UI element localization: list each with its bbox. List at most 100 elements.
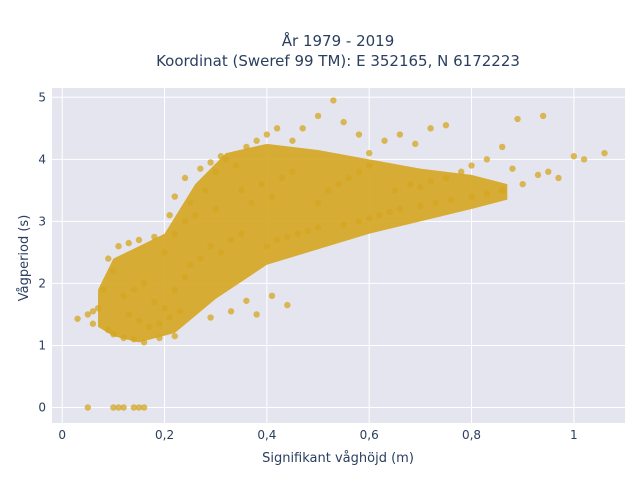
data-point xyxy=(299,125,306,132)
data-point xyxy=(74,315,81,322)
data-point xyxy=(120,334,127,342)
y-tick-label: 4 xyxy=(38,152,46,166)
data-point xyxy=(253,137,260,144)
data-point xyxy=(146,323,153,331)
data-point xyxy=(243,143,250,151)
data-point xyxy=(468,193,475,200)
data-point xyxy=(156,334,163,342)
y-tick-labels: 0 1 2 3 4 5 xyxy=(38,90,46,414)
data-point xyxy=(519,180,526,188)
data-point xyxy=(181,174,189,182)
data-point xyxy=(192,211,199,219)
data-point xyxy=(197,255,204,262)
data-point xyxy=(238,230,245,237)
data-point xyxy=(115,242,122,250)
data-point xyxy=(186,199,194,206)
x-tick-labels: 0 0,2 0,4 0,6 0,8 1 xyxy=(58,428,577,442)
data-point xyxy=(417,184,424,191)
data-point xyxy=(355,131,363,138)
data-point xyxy=(135,404,143,411)
data-point xyxy=(166,211,173,219)
data-point xyxy=(125,239,132,247)
data-point xyxy=(140,280,148,287)
data-point xyxy=(110,404,117,411)
data-point xyxy=(120,292,127,300)
data-point xyxy=(325,187,332,194)
data-point xyxy=(171,230,178,237)
data-point xyxy=(207,314,214,321)
data-point xyxy=(120,404,127,411)
data-point xyxy=(304,227,312,234)
y-tick-label: 0 xyxy=(38,400,46,414)
data-point xyxy=(447,196,455,203)
data-point xyxy=(601,149,608,157)
data-point xyxy=(545,168,552,175)
data-point xyxy=(171,193,178,200)
data-point xyxy=(509,165,516,172)
data-point xyxy=(115,404,122,411)
data-point xyxy=(207,242,214,250)
data-point xyxy=(151,233,158,241)
data-point xyxy=(279,174,286,182)
data-point xyxy=(99,286,107,293)
data-point xyxy=(186,261,194,269)
data-point xyxy=(181,218,189,225)
data-point xyxy=(335,180,342,188)
data-point xyxy=(514,115,521,123)
data-point xyxy=(140,404,148,411)
data-point xyxy=(105,326,112,334)
data-point xyxy=(140,339,148,346)
data-point xyxy=(217,249,225,256)
y-tick-label: 5 xyxy=(38,90,46,104)
data-point xyxy=(284,301,291,309)
data-point xyxy=(396,131,404,138)
data-point xyxy=(222,156,230,163)
data-point xyxy=(355,168,363,175)
data-point xyxy=(483,190,491,197)
x-tick-label: 0,2 xyxy=(155,428,174,442)
data-point xyxy=(212,205,219,213)
data-point xyxy=(176,308,184,315)
data-point xyxy=(314,224,322,231)
data-point xyxy=(253,311,260,318)
data-point xyxy=(468,162,475,169)
data-point xyxy=(135,317,143,324)
data-point xyxy=(499,143,506,151)
data-point xyxy=(365,149,373,157)
data-point xyxy=(125,311,132,318)
data-point xyxy=(161,305,168,312)
data-point xyxy=(442,122,450,129)
data-point xyxy=(483,156,491,163)
data-point xyxy=(110,331,117,338)
data-point xyxy=(89,320,97,327)
data-point xyxy=(171,286,178,293)
y-tick-label: 3 xyxy=(38,214,46,228)
data-point xyxy=(580,156,588,163)
data-point xyxy=(263,242,271,250)
x-tick-label: 0,4 xyxy=(257,428,276,442)
data-point xyxy=(130,336,138,343)
data-point xyxy=(314,199,322,206)
data-point xyxy=(458,168,465,175)
data-point xyxy=(417,202,424,210)
data-point xyxy=(555,174,562,182)
data-point xyxy=(171,332,178,340)
data-point xyxy=(84,404,92,411)
data-point xyxy=(238,187,245,194)
data-point xyxy=(570,153,578,160)
data-point xyxy=(391,187,398,194)
data-point xyxy=(355,218,363,225)
data-point xyxy=(427,125,434,132)
data-point xyxy=(406,180,414,188)
y-tick-label: 2 xyxy=(38,276,46,290)
data-point xyxy=(340,221,347,228)
data-point xyxy=(135,236,143,244)
data-point xyxy=(268,292,276,300)
data-point xyxy=(386,208,393,216)
data-point xyxy=(499,187,506,194)
data-point xyxy=(197,165,204,172)
y-axis-label: Vågperiod (s) xyxy=(17,215,32,302)
data-point xyxy=(212,168,219,175)
data-point xyxy=(227,236,235,244)
